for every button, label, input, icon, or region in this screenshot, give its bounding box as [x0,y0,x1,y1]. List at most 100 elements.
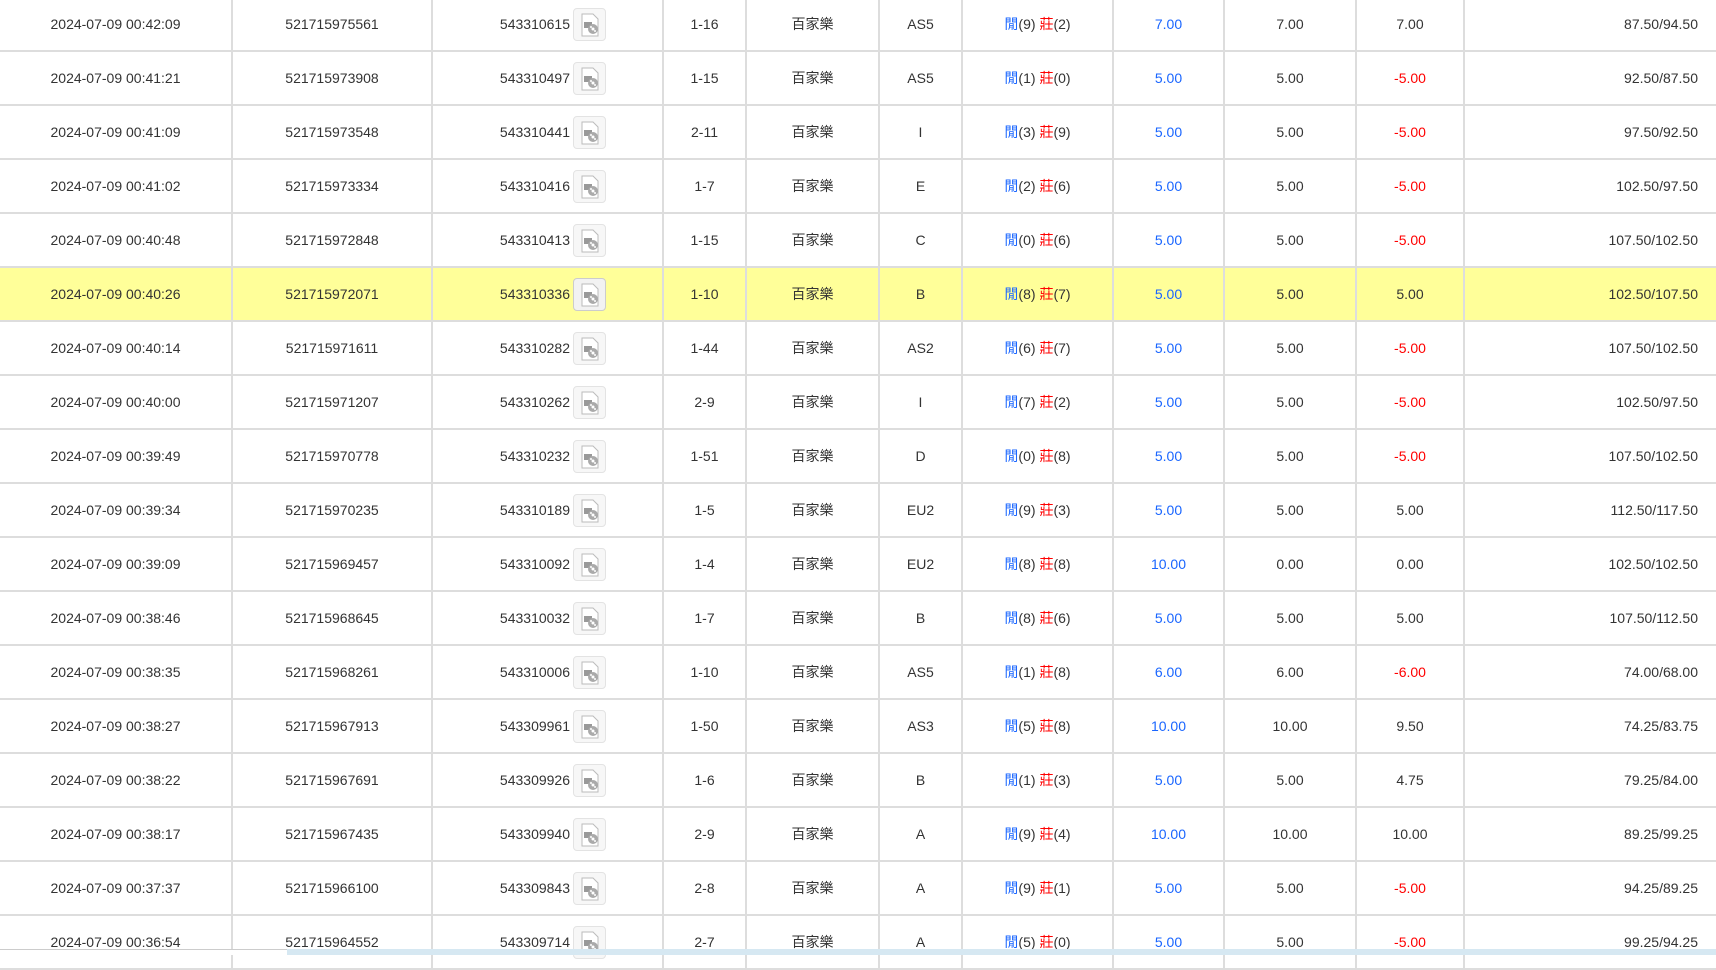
banker-label: 莊 [1039,394,1054,410]
balance: 94.25/89.25 [1464,861,1716,916]
bet-time: 2024-07-09 00:36:54 [0,915,233,970]
table-row: 2024-07-09 00:38:17 521715967435 5433099… [0,807,1716,862]
video-replay-icon[interactable] [573,710,606,743]
balance: 74.00/68.00 [1464,645,1716,700]
bet-time: 2024-07-09 00:42:09 [0,0,233,52]
bet-id: 521715967913 [232,699,433,754]
video-replay-icon[interactable] [573,764,606,797]
game-type: 百家樂 [746,51,880,106]
video-replay-icon[interactable] [573,872,606,905]
result: 閒(8) 莊(7) [962,267,1114,322]
balance: 89.25/99.25 [1464,807,1716,862]
video-replay-icon[interactable] [573,170,606,203]
table-name: A [879,915,963,970]
player-score: (9) [1018,826,1036,842]
game-id-cell: 543310282 [432,321,664,376]
bet-time: 2024-07-09 00:37:37 [0,861,233,916]
game-id-cell: 543310189 [432,483,664,538]
result: 閒(1) 莊(0) [962,51,1114,106]
game-id: 543309714 [499,934,570,950]
banker-score: (3) [1053,772,1071,788]
banker-label: 莊 [1039,772,1054,788]
player-score: (9) [1018,880,1036,896]
valid-bet: 7.00 [1224,0,1357,52]
video-replay-icon[interactable] [573,116,606,149]
video-replay-icon[interactable] [573,548,606,581]
bet-id: 521715971207 [232,375,433,430]
video-replay-icon[interactable] [573,224,606,257]
balance: 99.25/94.25 [1464,915,1716,970]
video-replay-icon[interactable] [573,656,606,689]
video-replay-icon[interactable] [573,62,606,95]
bet-time: 2024-07-09 00:39:34 [0,483,233,538]
table-name: E [879,159,963,214]
game-id-cell: 543309843 [432,861,664,916]
win-loss: 4.75 [1356,753,1465,808]
player-score: (9) [1018,502,1036,518]
table-name: C [879,213,963,268]
valid-bet: 5.00 [1224,105,1357,160]
table-row: 2024-07-09 00:41:21 521715973908 5433104… [0,51,1716,106]
bet-id: 521715972848 [232,213,433,268]
player-label: 閒 [1004,664,1019,680]
game-id: 543310092 [499,556,570,572]
valid-bet: 5.00 [1224,915,1357,970]
banker-label: 莊 [1039,286,1054,302]
player-score: (5) [1018,934,1036,950]
table-name: B [879,267,963,322]
balance: 74.25/83.75 [1464,699,1716,754]
game-id: 543310232 [499,448,570,464]
shoe-round: 1-15 [663,51,747,106]
bet-time: 2024-07-09 00:39:49 [0,429,233,484]
video-replay-icon[interactable] [573,386,606,419]
video-replay-icon[interactable] [573,332,606,365]
bet-id: 521715971611 [232,321,433,376]
game-type: 百家樂 [746,861,880,916]
video-replay-icon[interactable] [573,278,606,311]
shoe-round: 2-8 [663,861,747,916]
banker-label: 莊 [1039,610,1054,626]
game-type: 百家樂 [746,0,880,52]
video-replay-icon[interactable] [573,602,606,635]
shoe-round: 1-51 [663,429,747,484]
result: 閒(3) 莊(9) [962,105,1114,160]
valid-bet: 5.00 [1224,51,1357,106]
game-type: 百家樂 [746,807,880,862]
banker-label: 莊 [1039,880,1054,896]
table-name: AS5 [879,0,963,52]
banker-label: 莊 [1039,70,1054,86]
win-loss: -5.00 [1356,429,1465,484]
bet-id: 521715964552 [232,915,433,970]
game-id: 543310032 [499,610,570,626]
game-type: 百家樂 [746,699,880,754]
bet-time: 2024-07-09 00:41:09 [0,105,233,160]
game-type: 百家樂 [746,915,880,970]
video-replay-icon[interactable] [573,8,606,41]
player-label: 閒 [1004,394,1019,410]
bet-time: 2024-07-09 00:41:21 [0,51,233,106]
banker-score: (7) [1053,340,1071,356]
bet-amount: 5.00 [1113,159,1225,214]
bet-id: 521715973548 [232,105,433,160]
bet-amount: 5.00 [1113,213,1225,268]
win-loss: -5.00 [1356,321,1465,376]
banker-score: (0) [1053,934,1071,950]
game-id-cell: 543310006 [432,645,664,700]
bet-id: 521715967435 [232,807,433,862]
banker-label: 莊 [1039,664,1054,680]
bet-id: 521715970778 [232,429,433,484]
valid-bet: 5.00 [1224,483,1357,538]
valid-bet: 5.00 [1224,213,1357,268]
video-replay-icon[interactable] [573,818,606,851]
bet-time: 2024-07-09 00:40:00 [0,375,233,430]
banker-label: 莊 [1039,448,1054,464]
video-replay-icon[interactable] [573,494,606,527]
win-loss: -5.00 [1356,213,1465,268]
balance: 87.50/94.50 [1464,0,1716,52]
horizontal-scrollbar[interactable] [0,949,1716,955]
bet-id: 521715975561 [232,0,433,52]
game-id: 543310441 [499,124,570,140]
game-type: 百家樂 [746,375,880,430]
video-replay-icon[interactable] [573,440,606,473]
bet-amount: 5.00 [1113,51,1225,106]
